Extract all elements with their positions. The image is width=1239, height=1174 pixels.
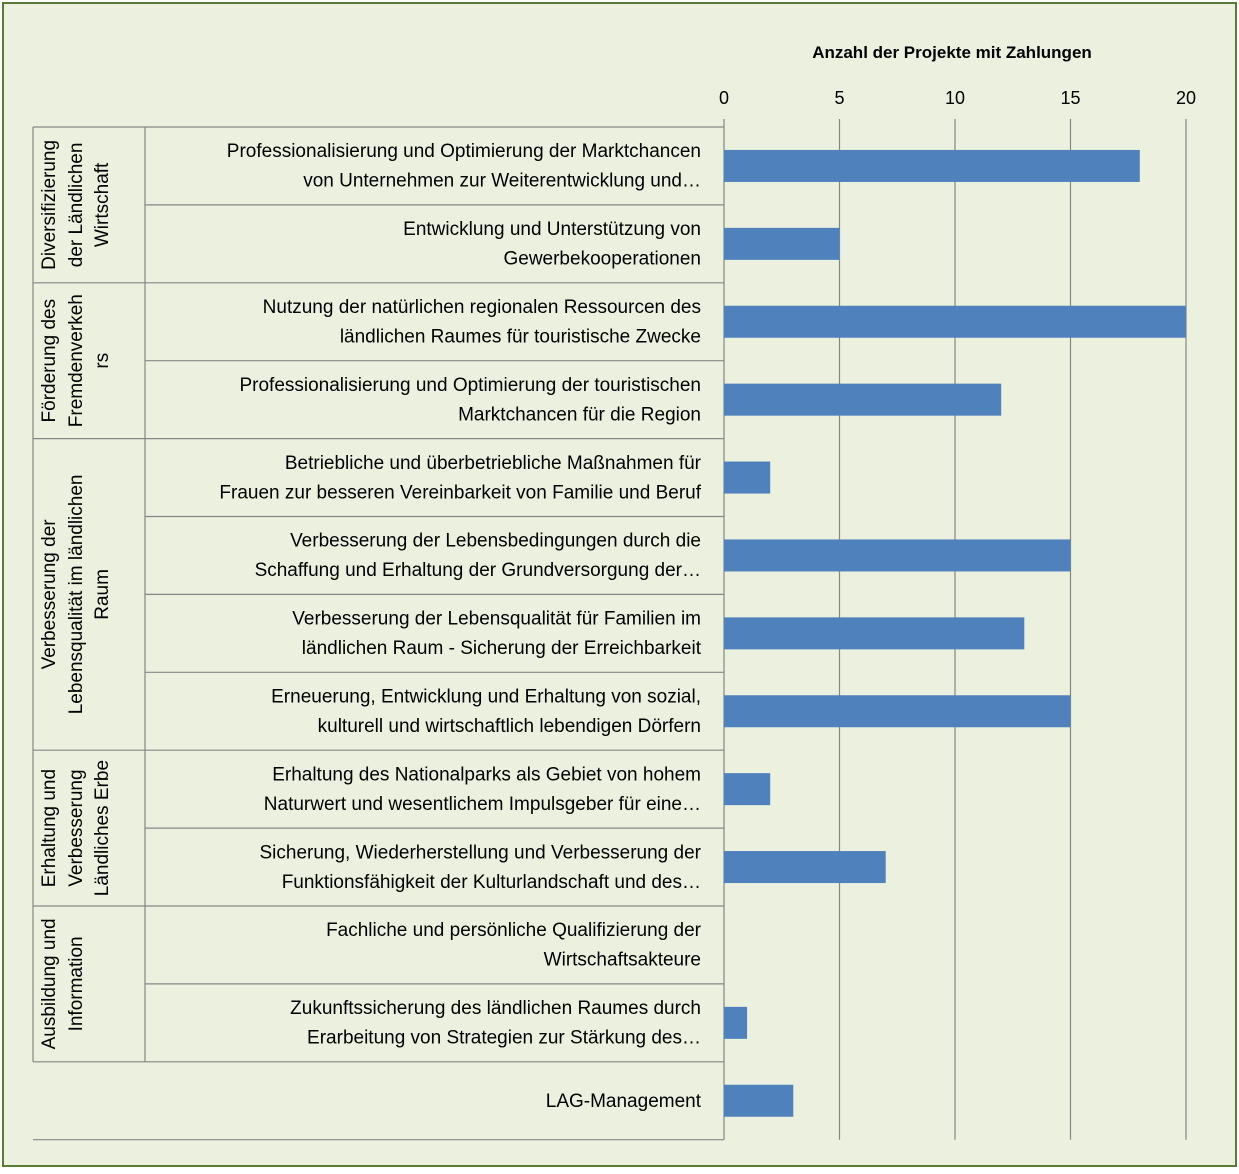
group-label: Förderung des bbox=[39, 299, 60, 423]
group-label: Ländliches Erbe bbox=[92, 760, 113, 896]
bar bbox=[724, 539, 1071, 572]
category-label: kulturell und wirtschaftlich lebendigen … bbox=[318, 716, 701, 737]
group-label: Verbesserung der bbox=[39, 519, 60, 670]
category-label: Professionalisierung und Optimierung der… bbox=[239, 375, 701, 396]
category-label: Frauen zur besseren Vereinbarkeit von Fa… bbox=[219, 482, 701, 503]
category-label: Professionalisierung und Optimierung der… bbox=[227, 141, 701, 162]
category-label: Verbesserung der Lebensqualität für Fami… bbox=[292, 609, 701, 630]
category-label: Nutzung der natürlichen regionalen Resso… bbox=[263, 297, 701, 318]
group-label: Erhaltung und bbox=[39, 769, 60, 887]
group-label: rs bbox=[92, 353, 113, 369]
x-tick-label: 5 bbox=[834, 88, 844, 108]
group-label: Lebensqualität im ländlichen bbox=[66, 475, 87, 715]
bar bbox=[724, 773, 771, 806]
x-axis-tick-labels: 0 5 10 15 20 bbox=[719, 88, 1196, 108]
x-tick-label: 0 bbox=[719, 88, 729, 108]
category-label: Betriebliche und überbetriebliche Maßnah… bbox=[285, 453, 702, 474]
bar bbox=[724, 305, 1186, 338]
bar-series bbox=[724, 149, 1186, 1117]
category-label: von Unternehmen zur Weiterentwicklung un… bbox=[303, 171, 701, 192]
bar bbox=[724, 227, 840, 260]
group-label: Verbesserung bbox=[66, 769, 87, 886]
category-label: ländlichen Raum - Sicherung der Erreichb… bbox=[302, 638, 702, 659]
category-label: Erarbeitung von Strategien zur Stärkung … bbox=[307, 1028, 701, 1049]
x-tick-label: 15 bbox=[1060, 88, 1080, 108]
category-label: Verbesserung der Lebensbedingungen durch… bbox=[290, 531, 701, 552]
group-label: Wirtschaft bbox=[92, 162, 113, 247]
category-label: Sicherung, Wiederherstellung und Verbess… bbox=[260, 842, 702, 863]
category-label: Funktionsfähigkeit der Kulturlandschaft … bbox=[282, 872, 701, 893]
category-label: Marktchancen für die Region bbox=[458, 404, 701, 425]
category-separators bbox=[32, 126, 724, 1141]
x-tick-label: 10 bbox=[945, 88, 965, 108]
category-label: Erneuerung, Entwicklung und Erhaltung vo… bbox=[271, 687, 701, 708]
group-label: der Ländlichen bbox=[66, 143, 87, 268]
bar bbox=[724, 695, 1071, 728]
category-label: Fachliche und persönliche Qualifizierung… bbox=[326, 920, 702, 941]
group-label: Fremdenverkeh bbox=[66, 294, 87, 427]
category-labels: Professionalisierung und Optimierung der… bbox=[219, 141, 701, 1112]
category-label: ländlichen Raumes für touristische Zweck… bbox=[340, 327, 701, 348]
bar bbox=[724, 383, 1002, 416]
bar bbox=[724, 1084, 794, 1117]
bar bbox=[724, 851, 886, 884]
bar bbox=[724, 1006, 748, 1039]
bar bbox=[724, 617, 1025, 650]
category-label: LAG-Management bbox=[546, 1091, 702, 1112]
group-label: Ausbildung und bbox=[39, 918, 60, 1049]
group-label: Diversifizierung bbox=[39, 140, 60, 270]
x-axis-title: Anzahl der Projekte mit Zahlungen bbox=[812, 43, 1092, 62]
category-label: Wirtschaftsakteure bbox=[544, 950, 701, 971]
category-label: Naturwert und wesentlichem Impulsgeber f… bbox=[264, 794, 701, 815]
x-tick-label: 20 bbox=[1176, 88, 1196, 108]
category-label: Zukunftssicherung des ländlichen Raumes … bbox=[290, 998, 701, 1019]
group-label: Information bbox=[66, 936, 87, 1031]
category-label: Entwicklung und Unterstützung von bbox=[403, 219, 701, 240]
bar bbox=[724, 149, 1140, 182]
group-labels: Diversifizierung der Ländlichen Wirtschaft… bbox=[39, 140, 113, 1049]
category-label: Schaffung und Erhaltung der Grundversorg… bbox=[255, 560, 701, 581]
category-label: Erhaltung des Nationalparks als Gebiet v… bbox=[272, 764, 701, 785]
category-label: Gewerbekooperationen bbox=[503, 249, 701, 270]
bar bbox=[724, 461, 771, 494]
group-label: Raum bbox=[92, 569, 113, 620]
